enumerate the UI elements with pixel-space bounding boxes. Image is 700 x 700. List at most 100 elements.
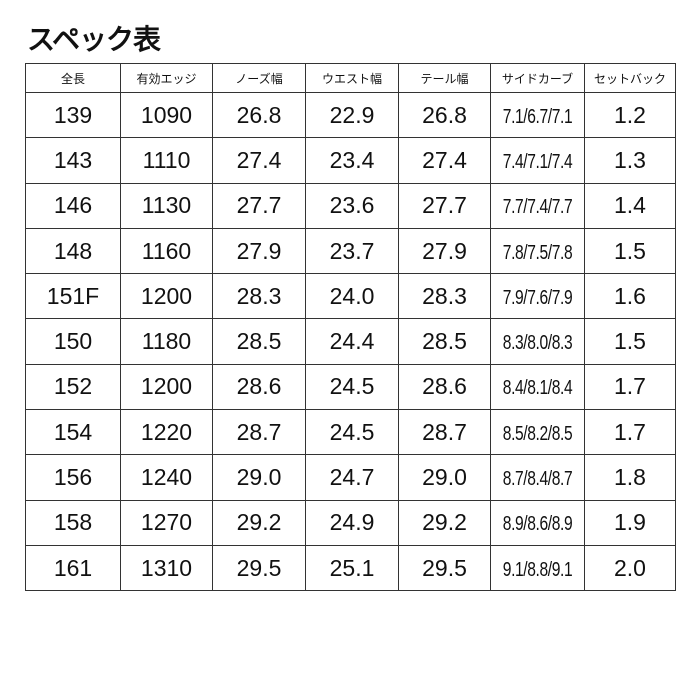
- table-cell: 24.9: [305, 499, 399, 546]
- table-cell: 1.4: [584, 182, 676, 229]
- table-cell: 1310: [120, 544, 213, 592]
- table-cell: 28.3: [212, 273, 306, 320]
- table-cell: 29.2: [398, 499, 491, 546]
- table-cell: 150: [25, 318, 121, 365]
- table-cell: 22.9: [305, 91, 399, 139]
- table-cell: 1180: [120, 318, 213, 365]
- table-row: 150 1180 28.5 24.4 28.5 8.3/8.0/8.3 1.5: [25, 318, 676, 365]
- sidecut-value: 7.8/7.5/7.8: [502, 241, 573, 264]
- table-cell: 1270: [120, 499, 213, 546]
- table-row: 154 1220 28.7 24.5 28.7 8.5/8.2/8.5 1.7: [25, 409, 676, 456]
- table-cell: 26.8: [398, 91, 491, 139]
- table-cell: 7.7/7.4/7.7: [490, 182, 585, 229]
- table-cell: 28.6: [212, 363, 306, 411]
- table-cell: 27.9: [398, 227, 491, 275]
- header-row: 全長 有効エッジ ノーズ幅 ウエスト幅 テール幅 サイドカーブ セットバック: [25, 63, 676, 93]
- table-cell: 151F: [25, 273, 121, 320]
- table-row: 158 1270 29.2 24.9 29.2 8.9/8.6/8.9 1.9: [25, 499, 676, 546]
- table-cell: 156: [25, 454, 121, 501]
- table-cell: 8.9/8.6/8.9: [490, 499, 585, 546]
- table-row: 146 1130 27.7 23.6 27.7 7.7/7.4/7.7 1.4: [25, 182, 676, 229]
- page-title: スペック表: [27, 23, 161, 56]
- table-cell: 8.5/8.2/8.5: [490, 409, 585, 456]
- column-header: 有効エッジ: [120, 63, 213, 93]
- table-cell: 1240: [120, 454, 213, 501]
- column-header: セットバック: [584, 63, 676, 93]
- column-header: ノーズ幅: [212, 63, 306, 93]
- table-cell: 28.7: [398, 409, 491, 456]
- table-cell: 25.1: [305, 544, 399, 592]
- table-cell: 29.2: [212, 499, 306, 546]
- table-cell: 2.0: [584, 544, 676, 592]
- table-cell: 148: [25, 227, 121, 275]
- table-cell: 27.7: [212, 182, 306, 229]
- table-row: 161 1310 29.5 25.1 29.5 9.1/8.8/9.1 2.0: [25, 544, 676, 592]
- table-cell: 9.1/8.8/9.1: [490, 544, 585, 592]
- table-cell: 1110: [120, 137, 213, 184]
- sidecut-value: 7.7/7.4/7.7: [502, 196, 573, 219]
- table-cell: 28.6: [398, 363, 491, 411]
- table-row: 148 1160 27.9 23.7 27.9 7.8/7.5/7.8 1.5: [25, 227, 676, 275]
- table-cell: 1220: [120, 409, 213, 456]
- table-cell: 154: [25, 409, 121, 456]
- table-cell: 23.4: [305, 137, 399, 184]
- spec-table: 全長 有効エッジ ノーズ幅 ウエスト幅 テール幅 サイドカーブ セットバック 139 1090…: [25, 63, 676, 592]
- table-cell: 26.8: [212, 91, 306, 139]
- table-row: 139 1090 26.8 22.9 26.8 7.1/6.7/7.1 1.2: [25, 91, 676, 139]
- table-cell: 29.5: [212, 544, 306, 592]
- sidecut-value: 7.9/7.6/7.9: [502, 286, 573, 309]
- sidecut-value: 7.1/6.7/7.1: [502, 105, 573, 128]
- table-cell: 28.5: [212, 318, 306, 365]
- sidecut-value: 9.1/8.8/9.1: [502, 558, 573, 581]
- table-cell: 146: [25, 182, 121, 229]
- table-cell: 1090: [120, 91, 213, 139]
- table-cell: 1.3: [584, 137, 676, 184]
- table-cell: 24.5: [305, 409, 399, 456]
- table-cell: 7.1/6.7/7.1: [490, 91, 585, 139]
- table-cell: 27.4: [398, 137, 491, 184]
- table-cell: 7.4/7.1/7.4: [490, 137, 585, 184]
- table-cell: 1.9: [584, 499, 676, 546]
- table-cell: 161: [25, 544, 121, 592]
- table-cell: 24.0: [305, 273, 399, 320]
- table-row: 151F 1200 28.3 24.0 28.3 7.9/7.6/7.9 1.6: [25, 273, 676, 320]
- table-cell: 1.7: [584, 409, 676, 456]
- column-header: サイドカーブ: [490, 63, 585, 93]
- table-cell: 24.7: [305, 454, 399, 501]
- table-cell: 139: [25, 91, 121, 139]
- table-cell: 1.7: [584, 363, 676, 411]
- table-cell: 8.4/8.1/8.4: [490, 363, 585, 411]
- table-cell: 1200: [120, 363, 213, 411]
- table-cell: 1160: [120, 227, 213, 275]
- table-row: 152 1200 28.6 24.5 28.6 8.4/8.1/8.4 1.7: [25, 363, 676, 411]
- sidecut-value: 8.7/8.4/8.7: [502, 468, 573, 491]
- table-cell: 24.5: [305, 363, 399, 411]
- table-cell: 28.7: [212, 409, 306, 456]
- sidecut-value: 7.4/7.1/7.4: [502, 150, 573, 173]
- table-cell: 27.4: [212, 137, 306, 184]
- table-cell: 152: [25, 363, 121, 411]
- table-cell: 29.5: [398, 544, 491, 592]
- sidecut-value: 8.4/8.1/8.4: [502, 377, 573, 400]
- table-cell: 158: [25, 499, 121, 546]
- table-cell: 8.3/8.0/8.3: [490, 318, 585, 365]
- table-cell: 7.8/7.5/7.8: [490, 227, 585, 275]
- sidecut-value: 8.3/8.0/8.3: [502, 332, 573, 355]
- table-row: 156 1240 29.0 24.7 29.0 8.7/8.4/8.7 1.8: [25, 454, 676, 501]
- table-cell: 1.5: [584, 227, 676, 275]
- table-cell: 29.0: [398, 454, 491, 501]
- table-cell: 8.7/8.4/8.7: [490, 454, 585, 501]
- column-header: 全長: [25, 63, 121, 93]
- table-cell: 1200: [120, 273, 213, 320]
- table-cell: 27.7: [398, 182, 491, 229]
- table-cell: 27.9: [212, 227, 306, 275]
- table-cell: 7.9/7.6/7.9: [490, 273, 585, 320]
- table-cell: 29.0: [212, 454, 306, 501]
- table-cell: 24.4: [305, 318, 399, 365]
- sidecut-value: 8.9/8.6/8.9: [502, 513, 573, 536]
- table-cell: 1.8: [584, 454, 676, 501]
- table-cell: 28.3: [398, 273, 491, 320]
- sidecut-value: 8.5/8.2/8.5: [502, 422, 573, 445]
- table-cell: 1.2: [584, 91, 676, 139]
- table-cell: 1130: [120, 182, 213, 229]
